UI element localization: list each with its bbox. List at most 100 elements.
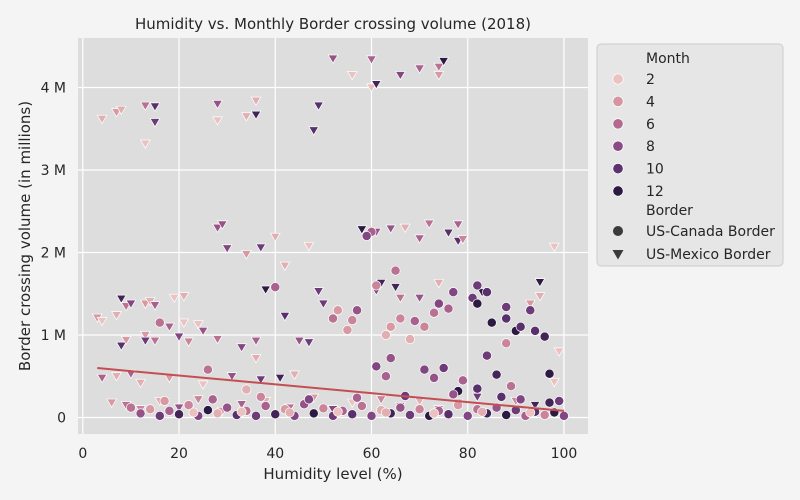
x-tick-label: 20 [170,446,188,462]
data-point-canada [419,364,430,375]
legend-style-label-mexico: US-Mexico Border [646,247,771,263]
data-point-canada [188,407,199,418]
data-point-mexico [236,343,247,353]
data-point-canada [429,408,439,419]
data-point-mexico [111,372,122,382]
legend-marker-triangle [612,250,624,260]
data-point-mexico [366,55,377,65]
data-point-canada [380,407,391,418]
legend-hue-marker [612,140,624,152]
data-point-canada [477,406,488,417]
y-axis-ticks: 0 1 M 2 M 3 M 4 M [41,81,66,427]
legend-hue-label: 6 [646,117,655,133]
data-point-canada [530,325,541,336]
data-point-canada [241,384,252,395]
data-point-mexico [313,287,324,297]
data-point-mexico [221,244,233,254]
data-point-canada [202,364,213,375]
data-point-canada [347,315,358,326]
data-point-canada [501,313,512,324]
data-point-canada [443,409,454,420]
data-point-canada [236,406,247,417]
y-tick-label: 2 M [41,246,66,262]
data-point-mexico [164,322,175,333]
data-point-mexico [303,338,315,348]
data-point-mexico [548,242,560,253]
legend: Month 2 4 6 8 10 12 Border US-Canada Border U… [596,43,784,267]
data-point-mexico [260,285,272,295]
x-tick-label: 100 [551,446,578,462]
legend-hue-title: Month [646,51,690,67]
data-point-canada [506,381,516,392]
data-point-mexico [313,101,324,111]
data-point-canada [496,391,507,402]
data-point-mexico [370,80,382,90]
data-point-mexico [327,54,339,64]
data-point-canada [212,408,223,419]
y-tick-label: 3 M [41,163,66,179]
data-point-canada [202,405,213,416]
data-point-mexico [366,83,377,93]
legend-hue-label: 8 [646,139,655,155]
y-axis-label: Border crossing volume (in millions) [16,101,34,371]
data-point-canada [491,369,502,380]
data-point-canada [515,321,526,332]
legend-hue-marker [612,95,624,107]
x-axis-label: Humidity level (%) [263,465,402,483]
data-point-mexico [394,293,406,304]
data-point-mexico [250,354,262,364]
data-point-mexico [289,370,300,380]
data-point-canada [501,302,512,312]
data-point-mexico [356,225,368,235]
data-point-mexico [414,234,426,244]
legend-hue-marker [612,163,624,175]
data-point-mexico [346,71,358,81]
data-point-canada [472,298,483,309]
data-point-canada [429,372,439,383]
data-point-canada [135,408,146,419]
data-point-mexico [192,320,204,330]
data-point-canada [284,407,295,418]
data-point-mexico [375,395,387,405]
legend-box [596,43,784,267]
data-point-canada [356,401,367,411]
data-point-mexico [433,279,445,289]
data-point-canada [472,383,483,394]
data-point-mexico [414,293,426,304]
legend-style-title: Border [646,203,693,219]
data-point-mexico [125,299,137,309]
data-point-mexico [240,250,252,260]
data-point-canada [390,265,401,276]
data-point-canada [318,403,329,414]
data-point-mexico [139,336,151,347]
data-point-canada [419,321,430,332]
data-point-mexico [115,294,127,304]
data-point-canada [472,280,483,291]
data-point-canada [443,303,454,314]
data-point-canada [328,313,338,324]
data-point-canada [395,402,406,413]
data-point-canada [303,394,314,405]
data-point-mexico [236,400,247,410]
data-point-canada [251,410,261,421]
data-point-mexico [293,336,305,347]
data-point-mexico [255,243,267,253]
data-point-canada [501,338,512,349]
data-point-mexico [168,293,180,304]
data-point-mexico [192,395,204,405]
data-point-canada [255,391,266,402]
data-point-mexico [178,292,190,302]
data-point-canada [515,394,526,405]
data-point-mexico [212,223,223,234]
data-point-mexico [303,241,315,252]
data-point-mexico [183,337,195,347]
data-point-mexico [255,375,267,385]
data-point-canada [380,371,391,382]
data-point-canada [154,410,165,421]
data-point-mexico [216,220,228,230]
data-point-mexico [106,398,118,408]
x-tick-label: 60 [363,446,381,462]
data-point-canada [352,305,363,316]
data-point-mexico [173,403,185,413]
data-point-canada [539,331,550,342]
